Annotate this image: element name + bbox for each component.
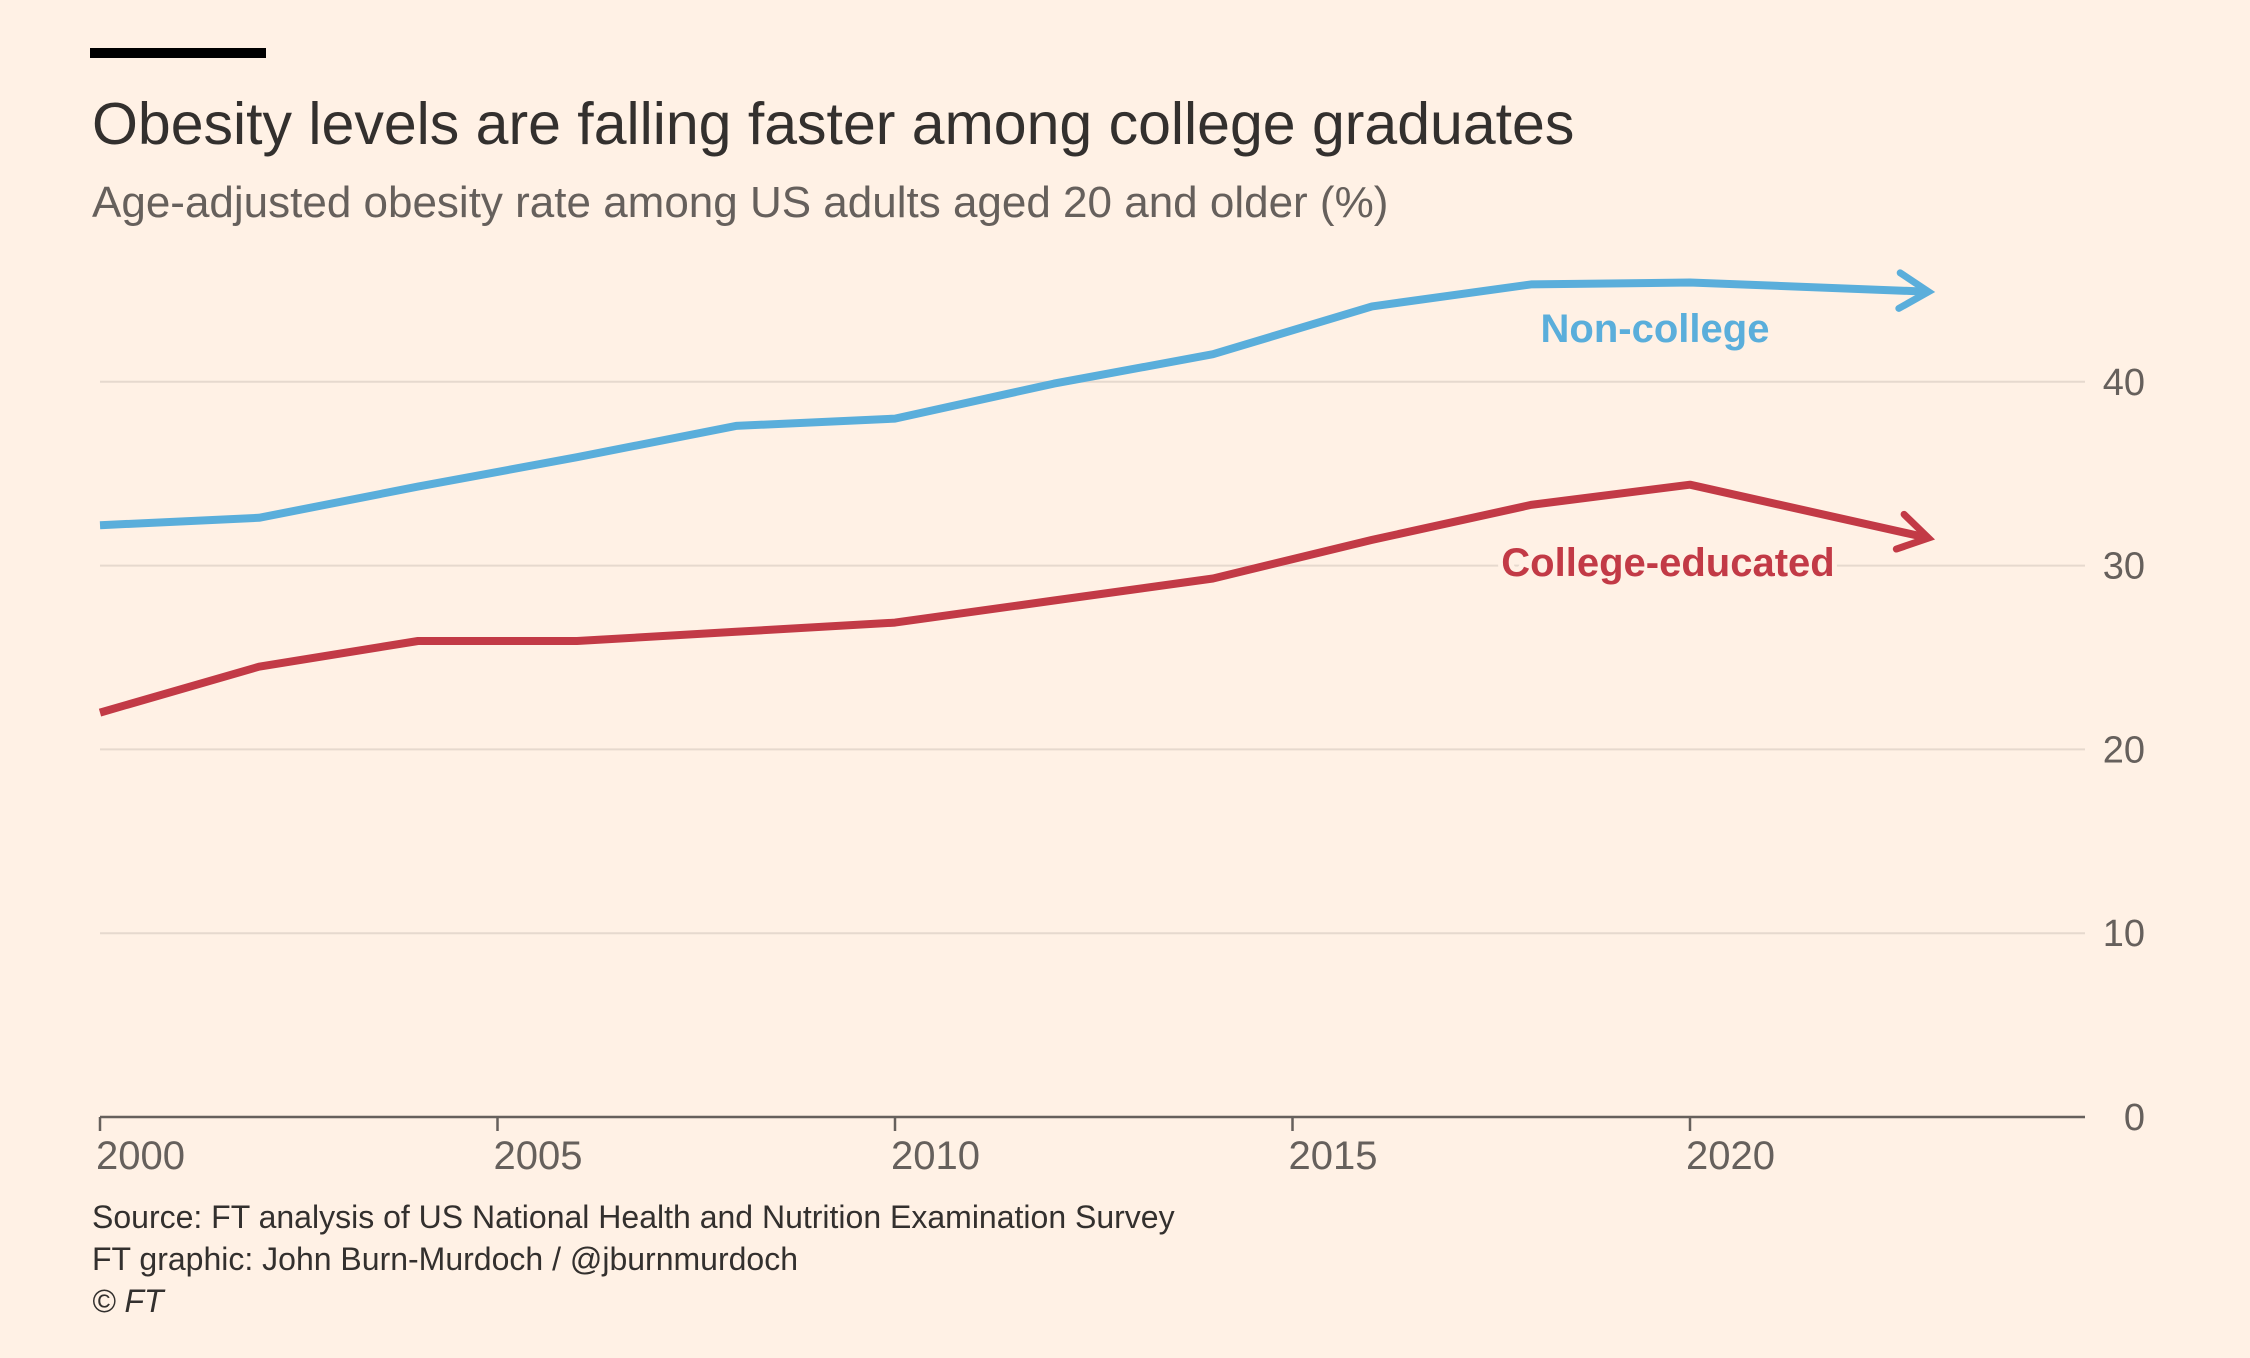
series-labels: Non-college College-educated [1496,302,1839,590]
x-tick-label: 2015 [1289,1134,1378,1178]
series-lines [98,269,1936,717]
series-label-2: College-educated [1501,541,1834,585]
series-arrowhead-2 [1892,510,1936,553]
x-tick-label: 2000 [96,1134,185,1178]
title-accent-bar [90,48,266,58]
chart-subtitle: Age-adjusted obesity rate among US adult… [92,178,1389,227]
gridlines [100,380,2085,935]
series-label-1: Non-college [1541,307,1770,351]
source-note: Source: FT analysis of US National Healt… [92,1199,1175,1235]
y-axis-tick-labels: 0 10 20 30 40 [2103,362,2145,1139]
series-line-1 [99,278,1929,530]
copyright-note: © FT [92,1283,164,1319]
y-tick-label: 30 [2103,546,2145,588]
chart-title: Obesity levels are falling faster among … [92,91,1575,157]
series-arrowhead-1 [1895,269,1936,312]
y-tick-label: 10 [2103,913,2145,955]
x-tick-label: 2020 [1686,1134,1775,1178]
series-line-2 [98,480,1930,717]
x-axis: 2000 2005 2010 2015 2020 [96,1115,2085,1178]
graphic-credit: FT graphic: John Burn-Murdoch / @jburnmu… [92,1241,798,1277]
y-tick-label: 0 [2124,1097,2145,1139]
x-tick-label: 2010 [891,1134,980,1178]
y-tick-label: 20 [2103,729,2145,771]
y-tick-label: 40 [2103,362,2145,404]
x-tick-label: 2005 [494,1134,583,1178]
chart-footer: Source: FT analysis of US National Healt… [92,1196,1175,1322]
